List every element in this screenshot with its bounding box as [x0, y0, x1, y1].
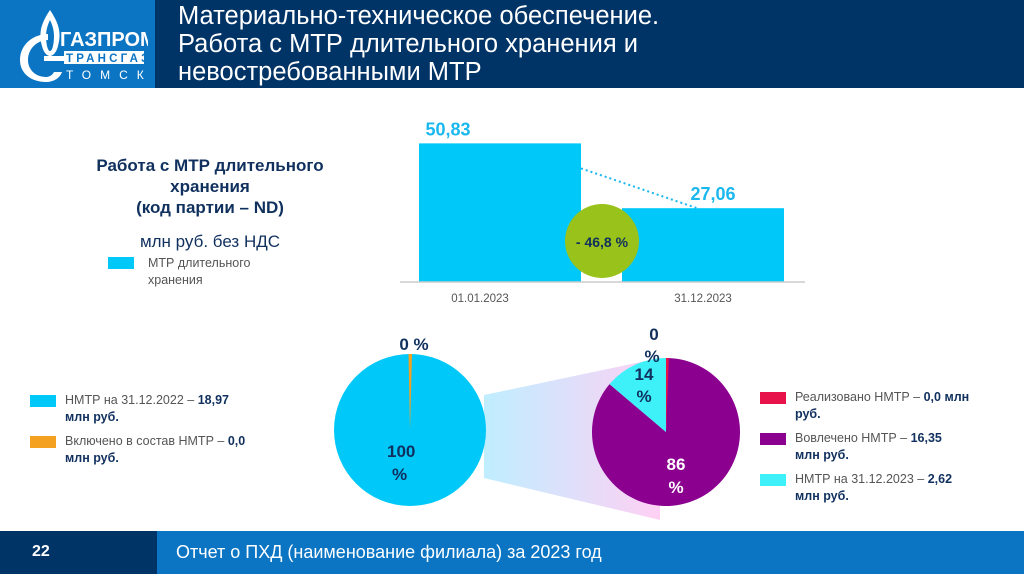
footer-caption: Отчет о ПХД (наименование филиала) за 20…: [176, 542, 602, 562]
legend-swatch: [760, 474, 786, 486]
legend-value: 2,62: [927, 472, 953, 486]
legend-label: НМТР на 31.12.2023 –: [795, 472, 928, 486]
pie-slice-included: [408, 354, 412, 430]
bar-value-label: 27,06: [690, 184, 735, 204]
pie-label-86-pct: %: [668, 478, 683, 497]
svg-text:ГАЗПРОМ: ГАЗПРОМ: [60, 29, 148, 51]
legend-swatch-mtr: [108, 257, 134, 269]
legend-value: 0,0 млн: [923, 390, 970, 404]
pie-label-100: 100: [387, 442, 415, 461]
company-logo: ГАЗПРОМ ТРАНСГАЗ ТОМСК: [0, 0, 155, 88]
legend-line: хранения: [148, 273, 203, 287]
pie-label-0: 0: [649, 325, 658, 344]
legend-value: 0,0: [227, 434, 246, 448]
pie-label-100-pct: %: [392, 465, 407, 484]
title-line: Работа с МТР длительного хранения и: [178, 30, 638, 58]
change-badge-label: - 46,8 %: [576, 234, 629, 250]
pie-label-86: 86: [667, 455, 686, 474]
legend-unit: млн руб.: [65, 410, 119, 424]
title-line: Материально-техническое обеспечение.: [178, 2, 660, 30]
page-number: 22: [32, 543, 50, 560]
pie-label-0-pct: %: [644, 347, 659, 366]
right-pie-legend: Реализовано НМТР – 0,0 млн руб. Вовлечен…: [760, 389, 1000, 512]
legend-unit: руб.: [795, 407, 821, 421]
legend-label: Вовлечено НМТР –: [795, 431, 911, 445]
trend-line: [580, 167, 698, 210]
legend-unit: млн руб.: [795, 489, 849, 503]
legend-item-involved: Вовлечено НМТР – 16,35 млн руб.: [760, 430, 1000, 464]
pie-slice-nmtr-2023: [609, 358, 666, 432]
footer-bar: 22 Отчет о ПХД (наименование филиала) за…: [0, 531, 1024, 574]
svg-text:ТРАНСГАЗ: ТРАНСГАЗ: [66, 53, 148, 65]
bar-title-line: Работа с МТР длительного: [96, 156, 324, 175]
bar-title-line: (код партии – ND): [136, 198, 284, 217]
legend-item-included: Включено в состав НМТР – 0,0 млн руб.: [30, 433, 270, 467]
legend-label-mtr: МТР длительного хранения: [148, 255, 250, 289]
legend-text: Реализовано НМТР – 0,0 млн руб.: [795, 389, 969, 423]
bar-chart: 50,83 01.01.2023 27,06 31.12.2023 - 46,8 %: [400, 119, 805, 305]
gazprom-flame-icon: ГАЗПРОМ ТРАНСГАЗ ТОМСК: [20, 10, 148, 82]
bar-title-line: хранения: [170, 177, 250, 196]
legend-label: Реализовано НМТР –: [795, 390, 924, 404]
pie-slice-realized: [666, 358, 669, 432]
legend-value: 18,97: [197, 393, 229, 407]
bar-chart-units: млн руб. без НДС: [139, 232, 281, 251]
legend-line: МТР длительного: [148, 256, 251, 270]
legend-unit: млн руб.: [795, 448, 849, 462]
legend-swatch: [760, 392, 786, 404]
legend-swatch: [30, 436, 56, 448]
legend-unit: млн руб.: [65, 451, 119, 465]
bar-01.01.2023: [419, 143, 581, 282]
legend-text: Включено в состав НМТР – 0,0 млн руб.: [65, 433, 245, 467]
legend-text: НМТР на 31.12.2023 – 2,62 млн руб.: [795, 471, 952, 505]
bar-legend: МТР длительного хранения: [108, 255, 308, 289]
legend-item-nmtr-2023: НМТР на 31.12.2023 – 2,62 млн руб.: [760, 471, 1000, 505]
header-bar: ГАЗПРОМ ТРАНСГАЗ ТОМСК Материально-техни…: [0, 0, 1024, 88]
legend-item-nmtr-2022: НМТР на 31.12.2022 – 18,97 млн руб.: [30, 392, 270, 426]
legend-item-realized: Реализовано НМТР – 0,0 млн руб.: [760, 389, 1000, 423]
footer-page-box: 22: [0, 531, 157, 574]
legend-label: Включено в состав НМТР –: [65, 434, 228, 448]
legend-text: НМТР на 31.12.2022 – 18,97 млн руб.: [65, 392, 229, 426]
page-title: Материально-техническое обеспечение. Раб…: [178, 2, 998, 86]
left-pie-legend: НМТР на 31.12.2022 – 18,97 млн руб. Вклю…: [30, 392, 270, 474]
x-tick-label: 31.12.2023: [674, 293, 732, 305]
title-line: невостребованными МТР: [178, 58, 482, 86]
legend-value: 16,35: [910, 431, 942, 445]
bar-31.12.2023: [622, 208, 784, 282]
legend-swatch: [760, 433, 786, 445]
svg-text:ТОМСК: ТОМСК: [66, 68, 148, 82]
pie-label-0: 0 %: [399, 335, 428, 354]
x-tick-label: 01.01.2023: [451, 293, 509, 305]
legend-text: Вовлечено НМТР – 16,35 млн руб.: [795, 430, 942, 464]
pie-charts: 100%0 %0%14%86%: [334, 325, 740, 520]
legend-label: НМТР на 31.12.2022 –: [65, 393, 198, 407]
change-badge: [565, 204, 639, 278]
pie-slice-involved: [592, 358, 740, 506]
bar-chart-title: Работа с МТР длительного хранения (код п…: [60, 155, 360, 218]
legend-swatch: [30, 395, 56, 407]
bar-value-label: 50,83: [425, 119, 470, 139]
pie-label-14: 14: [635, 365, 654, 384]
pie-label-14-pct: %: [636, 387, 651, 406]
